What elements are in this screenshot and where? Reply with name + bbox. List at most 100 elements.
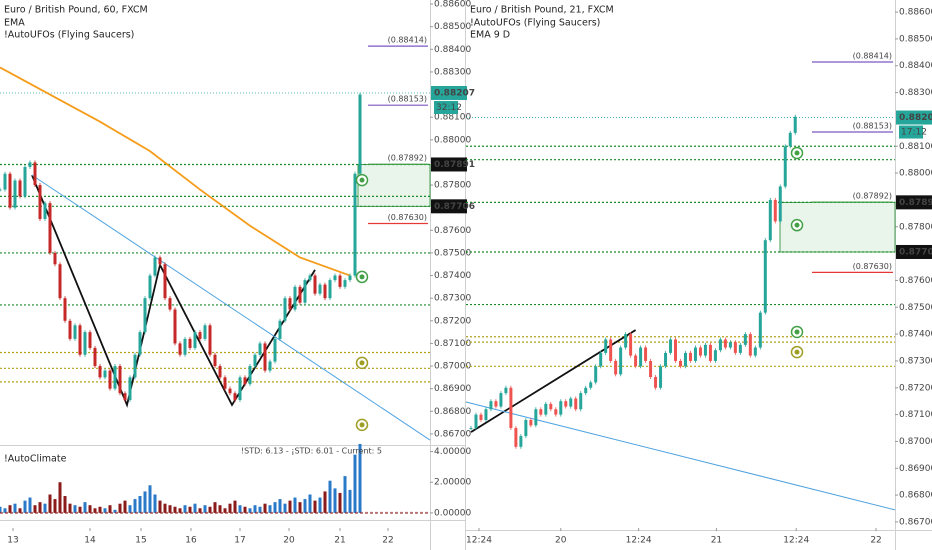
y-tick-label: 0.86700 xyxy=(899,517,932,527)
y-tick-label: 0.88600 xyxy=(899,8,932,18)
y-tick-label: 0.87400 xyxy=(899,330,932,340)
candle xyxy=(574,398,578,410)
candle xyxy=(474,414,478,429)
candle xyxy=(58,264,62,299)
x-tick-label: 16 xyxy=(185,536,197,546)
x-tick-label: 12:24 xyxy=(626,536,652,546)
candle xyxy=(703,344,707,356)
candle xyxy=(133,354,137,378)
candle xyxy=(504,387,508,394)
candle xyxy=(758,312,762,348)
countdown-tag xyxy=(434,100,458,114)
trendline xyxy=(470,329,637,433)
price-tag-label: 0.87706 xyxy=(899,247,932,257)
candle xyxy=(594,366,598,383)
candle xyxy=(218,366,222,378)
candle xyxy=(514,428,518,447)
candle xyxy=(669,339,673,353)
candle xyxy=(63,298,67,321)
candle xyxy=(519,436,523,447)
climate-bar xyxy=(263,503,267,513)
x-tick-label: 13 xyxy=(7,536,18,546)
climate-bar xyxy=(28,497,32,513)
candle xyxy=(614,360,618,375)
candle xyxy=(33,162,37,186)
sub-y-tick-label: 2.00000 xyxy=(434,478,471,488)
y-tick-label: 0.87100 xyxy=(899,410,932,420)
candle xyxy=(73,325,77,339)
candle xyxy=(783,146,787,187)
candle xyxy=(554,409,558,415)
climate-bar xyxy=(248,508,252,513)
climate-bar xyxy=(193,503,197,513)
price-tag xyxy=(896,195,932,210)
candle xyxy=(93,347,97,367)
annotation-label: (0.87892) xyxy=(853,192,892,201)
x-tick-label: 22 xyxy=(870,536,881,546)
ufo-marker-core xyxy=(794,329,800,335)
candle xyxy=(564,401,568,407)
candle xyxy=(238,377,242,400)
y-tick-label: 0.88300 xyxy=(434,67,471,77)
candle xyxy=(108,370,112,389)
candle xyxy=(664,352,668,367)
climate-bar xyxy=(333,488,337,513)
climate-bar xyxy=(298,502,302,513)
candle xyxy=(629,334,633,356)
candle xyxy=(793,116,797,133)
candle xyxy=(273,338,277,362)
climate-bar xyxy=(268,505,272,513)
candle xyxy=(484,409,488,420)
price-tag-label: 0.88207 xyxy=(434,88,475,98)
candle xyxy=(183,338,187,355)
climate-bar xyxy=(63,496,67,513)
y-tick-label: 0.88000 xyxy=(899,169,932,179)
climate-bar xyxy=(243,506,247,513)
y-tick-label: 0.87300 xyxy=(434,294,471,304)
candle xyxy=(348,275,352,281)
candle xyxy=(333,275,337,281)
climate-bar xyxy=(48,494,52,513)
y-tick-label: 0.86800 xyxy=(899,491,932,501)
candle xyxy=(479,414,483,420)
candle xyxy=(494,401,498,407)
y-tick-label: 0.88000 xyxy=(434,135,471,145)
y-tick-label: 0.87200 xyxy=(899,383,932,393)
candle xyxy=(53,252,57,265)
y-tick-label: 0.87600 xyxy=(899,276,932,286)
climate-bar xyxy=(103,508,107,513)
annotation-label: (0.88153) xyxy=(388,95,427,104)
annotation-label: (0.88153) xyxy=(853,122,892,131)
candle xyxy=(28,162,32,167)
y-tick-label: 0.88100 xyxy=(434,113,471,123)
climate-bar xyxy=(358,443,362,513)
annotation-label: (0.88414) xyxy=(853,51,892,60)
candle xyxy=(768,199,772,241)
indicator-name: !AutoUFOs (Flying Saucers) xyxy=(470,18,600,29)
candle xyxy=(773,199,777,222)
candle xyxy=(303,280,307,303)
climate-bar xyxy=(138,496,142,513)
candle xyxy=(328,280,332,299)
candle xyxy=(233,393,237,400)
candle xyxy=(788,132,792,147)
climate-bar xyxy=(143,491,147,513)
candle xyxy=(778,186,782,222)
ufo-zone xyxy=(357,164,431,207)
price-tag xyxy=(431,157,467,172)
candle xyxy=(639,347,643,367)
y-tick-label: 0.87000 xyxy=(899,437,932,447)
climate-bar xyxy=(208,506,212,513)
climate-bar xyxy=(153,494,157,513)
candle xyxy=(68,320,72,339)
climate-bar xyxy=(293,497,297,513)
climate-bar xyxy=(8,505,12,513)
candle xyxy=(713,350,717,361)
candle xyxy=(743,334,747,345)
x-tick-label: 20 xyxy=(283,536,295,546)
climate-bar xyxy=(43,503,47,513)
candle xyxy=(529,419,533,426)
climate-bar xyxy=(328,480,332,513)
candle xyxy=(8,173,12,208)
x-tick-label: 12:24 xyxy=(783,536,809,546)
